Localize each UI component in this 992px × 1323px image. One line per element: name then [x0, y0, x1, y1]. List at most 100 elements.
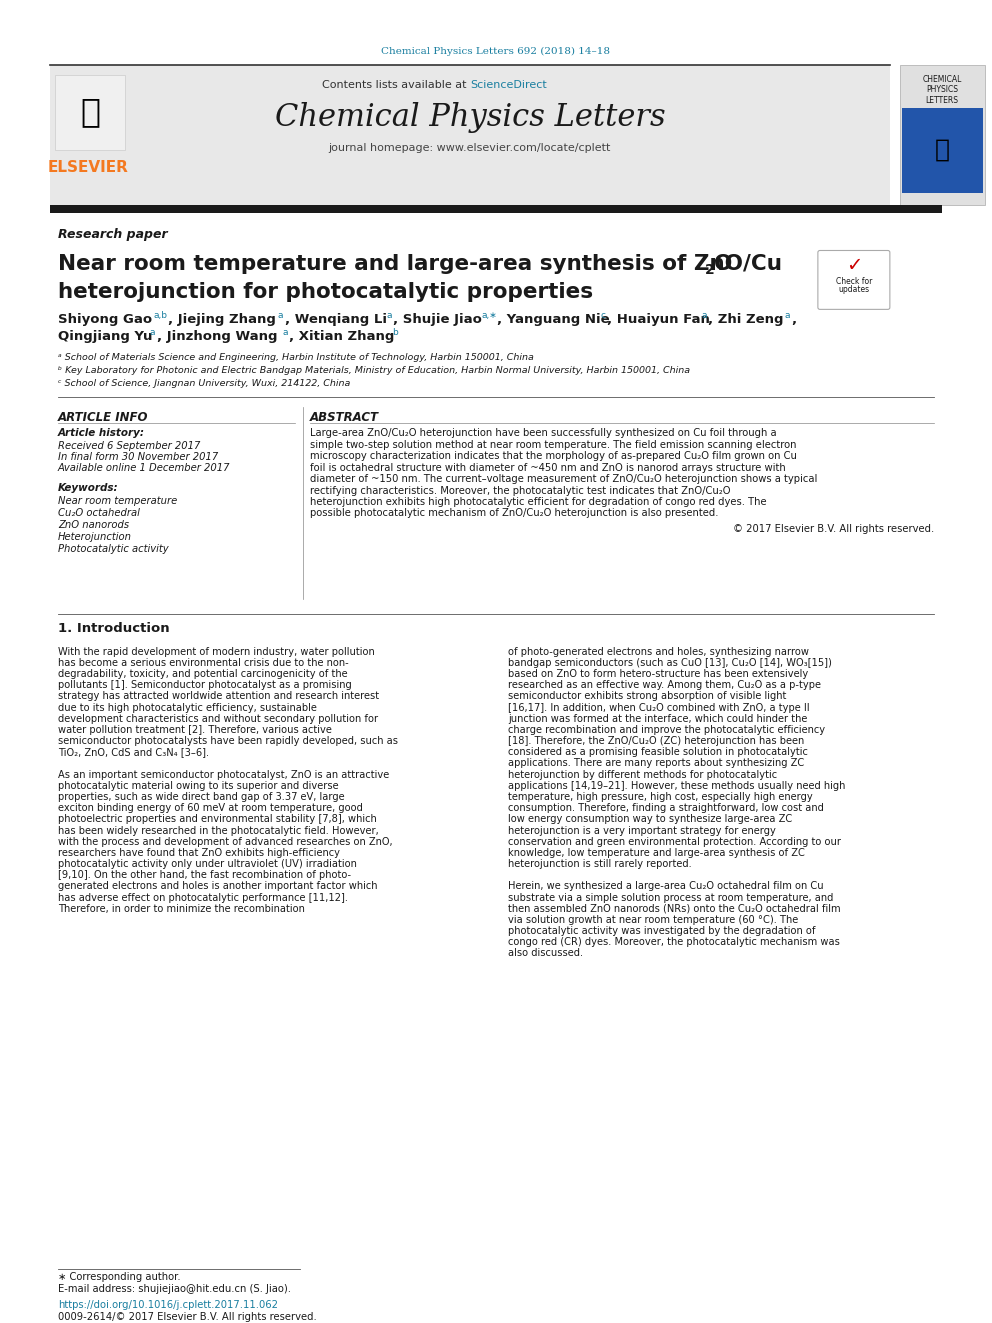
Text: a: a — [702, 311, 707, 320]
Text: properties, such as wide direct band gap of 3.37 eV, large: properties, such as wide direct band gap… — [58, 792, 344, 802]
Text: ᵇ Key Laboratory for Photonic and Electric Bandgap Materials, Ministry of Educat: ᵇ Key Laboratory for Photonic and Electr… — [58, 365, 690, 374]
Text: heterojunction is still rarely reported.: heterojunction is still rarely reported. — [508, 859, 691, 869]
Text: ABSTRACT: ABSTRACT — [310, 410, 379, 423]
Text: heterojunction by different methods for photocatalytic: heterojunction by different methods for … — [508, 770, 777, 779]
Text: 0009-2614/© 2017 Elsevier B.V. All rights reserved.: 0009-2614/© 2017 Elsevier B.V. All right… — [58, 1312, 316, 1322]
Text: E-mail address: shujiejiao@hit.edu.cn (S. Jiao).: E-mail address: shujiejiao@hit.edu.cn (S… — [58, 1285, 291, 1294]
Text: ZnO nanorods: ZnO nanorods — [58, 520, 129, 531]
Text: In final form 30 November 2017: In final form 30 November 2017 — [58, 452, 218, 462]
Text: photocatalytic activity was investigated by the degradation of: photocatalytic activity was investigated… — [508, 926, 815, 937]
Text: photocatalytic material owing to its superior and diverse: photocatalytic material owing to its sup… — [58, 781, 338, 791]
Text: [16,17]. In addition, when Cu₂O combined with ZnO, a type II: [16,17]. In addition, when Cu₂O combined… — [508, 703, 809, 713]
Text: , Shujie Jiao: , Shujie Jiao — [393, 312, 482, 325]
Text: , Xitian Zhang: , Xitian Zhang — [289, 329, 395, 343]
Text: with the process and development of advanced researches on ZnO,: with the process and development of adva… — [58, 836, 393, 847]
Text: CHEMICAL
PHYSICS
LETTERS: CHEMICAL PHYSICS LETTERS — [923, 75, 961, 105]
Text: 🌍: 🌍 — [934, 138, 949, 161]
Text: 🌲: 🌲 — [80, 95, 100, 128]
Text: a: a — [387, 311, 393, 320]
Text: degradability, toxicity, and potential carcinogenicity of the: degradability, toxicity, and potential c… — [58, 669, 347, 679]
Text: Available online 1 December 2017: Available online 1 December 2017 — [58, 463, 230, 474]
Text: 1. Introduction: 1. Introduction — [58, 622, 170, 635]
Text: [18]. Therefore, the ZnO/Cu₂O (ZC) heterojunction has been: [18]. Therefore, the ZnO/Cu₂O (ZC) heter… — [508, 736, 805, 746]
Text: Photocatalytic activity: Photocatalytic activity — [58, 544, 169, 554]
Text: , Jiejing Zhang: , Jiejing Zhang — [168, 312, 276, 325]
Text: via solution growth at near room temperature (60 °C). The: via solution growth at near room tempera… — [508, 916, 799, 925]
FancyBboxPatch shape — [902, 107, 983, 193]
Text: ᵃ School of Materials Science and Engineering, Harbin Institute of Technology, H: ᵃ School of Materials Science and Engine… — [58, 353, 534, 361]
Text: substrate via a simple solution process at room temperature, and: substrate via a simple solution process … — [508, 893, 833, 902]
Text: exciton binding energy of 60 meV at room temperature, good: exciton binding energy of 60 meV at room… — [58, 803, 363, 814]
Text: microscopy characterization indicates that the morphology of as-prepared Cu₂O fi: microscopy characterization indicates th… — [310, 451, 797, 462]
FancyBboxPatch shape — [55, 75, 125, 149]
Text: has become a serious environmental crisis due to the non-: has become a serious environmental crisi… — [58, 658, 349, 668]
Text: Received 6 September 2017: Received 6 September 2017 — [58, 441, 200, 451]
FancyBboxPatch shape — [900, 65, 985, 205]
Text: applications [14,19–21]. However, these methods usually need high: applications [14,19–21]. However, these … — [508, 781, 845, 791]
Text: a: a — [278, 311, 284, 320]
Text: also discussed.: also discussed. — [508, 949, 583, 958]
Text: ∗ Corresponding author.: ∗ Corresponding author. — [58, 1273, 181, 1282]
Text: updates: updates — [838, 284, 869, 294]
FancyBboxPatch shape — [50, 65, 890, 205]
Text: has adverse effect on photocatalytic performance [11,12].: has adverse effect on photocatalytic per… — [58, 893, 348, 902]
Text: ,: , — [791, 312, 796, 325]
Text: As an important semiconductor photocatalyst, ZnO is an attractive: As an important semiconductor photocatal… — [58, 770, 389, 779]
Text: based on ZnO to form hetero-structure has been extensively: based on ZnO to form hetero-structure ha… — [508, 669, 808, 679]
Text: low energy consumption way to synthesize large-area ZC: low energy consumption way to synthesize… — [508, 815, 793, 824]
Text: ᶜ School of Science, Jiangnan University, Wuxi, 214122, China: ᶜ School of Science, Jiangnan University… — [58, 378, 350, 388]
Text: semiconductor photocatalysts have been rapidly developed, such as: semiconductor photocatalysts have been r… — [58, 736, 398, 746]
Text: simple two-step solution method at near room temperature. The field emission sca: simple two-step solution method at near … — [310, 439, 797, 450]
Text: , Jinzhong Wang: , Jinzhong Wang — [157, 329, 278, 343]
Text: ARTICLE INFO: ARTICLE INFO — [58, 410, 149, 423]
Text: then assembled ZnO nanorods (NRs) onto the Cu₂O octahedral film: then assembled ZnO nanorods (NRs) onto t… — [508, 904, 840, 914]
Text: Cu₂O octahedral: Cu₂O octahedral — [58, 508, 140, 519]
Text: rectifying characteristics. Moreover, the photocatalytic test indicates that ZnO: rectifying characteristics. Moreover, th… — [310, 486, 730, 496]
Text: considered as a promising feasible solution in photocatalytic: considered as a promising feasible solut… — [508, 747, 807, 757]
Text: journal homepage: www.elsevier.com/locate/cplett: journal homepage: www.elsevier.com/locat… — [328, 143, 611, 152]
Text: congo red (CR) dyes. Moreover, the photocatalytic mechanism was: congo red (CR) dyes. Moreover, the photo… — [508, 937, 840, 947]
Text: applications. There are many reports about synthesizing ZC: applications. There are many reports abo… — [508, 758, 805, 769]
Text: charge recombination and improve the photocatalytic efficiency: charge recombination and improve the pho… — [508, 725, 825, 734]
Text: b: b — [392, 328, 398, 337]
Text: , Yanguang Nie: , Yanguang Nie — [497, 312, 609, 325]
Text: , Wenqiang Li: , Wenqiang Li — [285, 312, 387, 325]
FancyBboxPatch shape — [817, 250, 890, 310]
Text: Contents lists available at: Contents lists available at — [322, 79, 470, 90]
Text: Qingjiang Yu: Qingjiang Yu — [58, 329, 153, 343]
Text: researchers have found that ZnO exhibits high-efficiency: researchers have found that ZnO exhibits… — [58, 848, 340, 857]
Text: Therefore, in order to minimize the recombination: Therefore, in order to minimize the reco… — [58, 904, 305, 914]
Text: Check for: Check for — [835, 277, 872, 286]
Text: photocatalytic activity only under ultraviolet (UV) irradiation: photocatalytic activity only under ultra… — [58, 859, 357, 869]
Text: a: a — [785, 311, 791, 320]
Text: semiconductor exhibits strong absorption of visible light: semiconductor exhibits strong absorption… — [508, 692, 787, 701]
Text: With the rapid development of modern industry, water pollution: With the rapid development of modern ind… — [58, 647, 375, 656]
Text: 2: 2 — [705, 263, 714, 278]
Text: Large-area ZnO/Cu₂O heterojunction have been successfully synthesized on Cu foil: Large-area ZnO/Cu₂O heterojunction have … — [310, 429, 777, 438]
Text: ✓: ✓ — [846, 255, 862, 275]
Text: Chemical Physics Letters 692 (2018) 14–18: Chemical Physics Letters 692 (2018) 14–1… — [382, 48, 610, 57]
Text: temperature, high pressure, high cost, especially high energy: temperature, high pressure, high cost, e… — [508, 792, 812, 802]
Text: foil is octahedral structure with diameter of ~450 nm and ZnO is nanorod arrays : foil is octahedral structure with diamet… — [310, 463, 786, 472]
Text: https://doi.org/10.1016/j.cplett.2017.11.062: https://doi.org/10.1016/j.cplett.2017.11… — [58, 1301, 278, 1310]
Text: a,b: a,b — [154, 311, 168, 320]
Text: consumption. Therefore, finding a straightforward, low cost and: consumption. Therefore, finding a straig… — [508, 803, 823, 814]
Text: Article history:: Article history: — [58, 429, 145, 438]
Text: development characteristics and without secondary pollution for: development characteristics and without … — [58, 713, 378, 724]
Text: Near room temperature and large-area synthesis of ZnO/Cu: Near room temperature and large-area syn… — [58, 254, 782, 274]
Text: due to its high photocatalytic efficiency, sustainable: due to its high photocatalytic efficienc… — [58, 703, 316, 713]
Text: diameter of ~150 nm. The current–voltage measurement of ZnO/Cu₂O heterojunction : diameter of ~150 nm. The current–voltage… — [310, 474, 817, 484]
Text: , Zhi Zeng: , Zhi Zeng — [708, 312, 784, 325]
Text: Shiyong Gao: Shiyong Gao — [58, 312, 152, 325]
Text: [9,10]. On the other hand, the fast recombination of photo-: [9,10]. On the other hand, the fast reco… — [58, 871, 351, 880]
Text: heterojunction is a very important strategy for energy: heterojunction is a very important strat… — [508, 826, 776, 836]
Text: junction was formed at the interface, which could hinder the: junction was formed at the interface, wh… — [508, 713, 807, 724]
Text: a: a — [150, 328, 156, 337]
Text: water pollution treatment [2]. Therefore, various active: water pollution treatment [2]. Therefore… — [58, 725, 332, 734]
Text: has been widely researched in the photocatalytic field. However,: has been widely researched in the photoc… — [58, 826, 379, 836]
Text: heterojunction for photocatalytic properties: heterojunction for photocatalytic proper… — [58, 282, 593, 303]
Text: Chemical Physics Letters: Chemical Physics Letters — [275, 102, 666, 134]
Text: of photo-generated electrons and holes, synthesizing narrow: of photo-generated electrons and holes, … — [508, 647, 808, 656]
Text: photoelectric properties and environmental stability [7,8], which: photoelectric properties and environment… — [58, 815, 377, 824]
Text: conservation and green environmental protection. According to our: conservation and green environmental pro… — [508, 836, 841, 847]
